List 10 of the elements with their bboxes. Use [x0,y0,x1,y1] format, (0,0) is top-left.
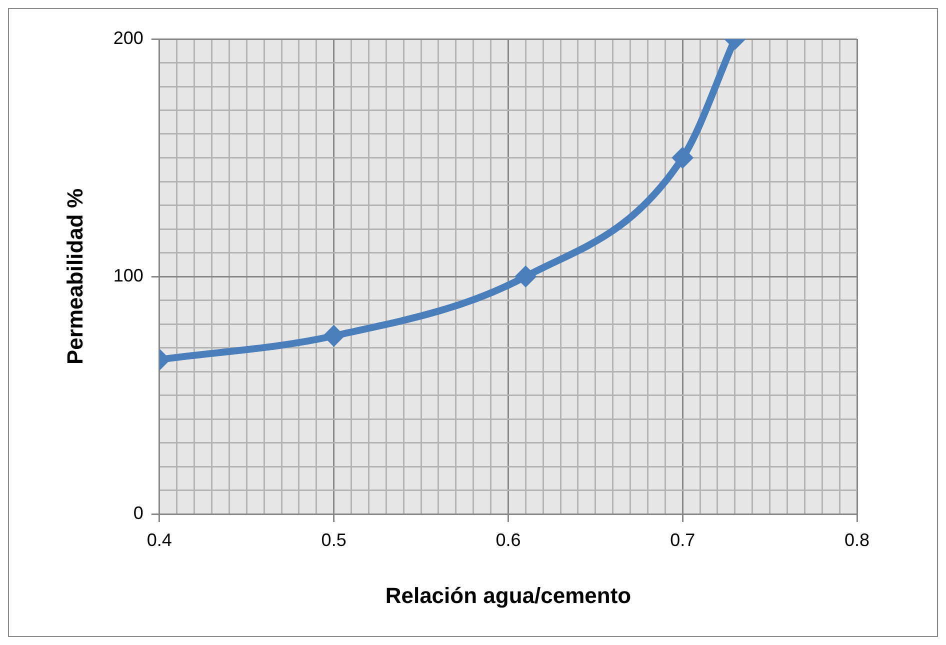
y-tick-label: 0 [133,502,144,523]
x-tick-label: 0.8 [844,530,870,550]
y-tick-label: 100 [113,265,144,286]
x-tick-label: 0.6 [496,530,521,550]
y-axis-title: Permeabilidad % [62,188,88,365]
x-tick-label: 0.7 [670,530,696,550]
y-tick-label: 200 [113,28,144,48]
x-tick-label: 0.5 [321,530,346,550]
x-axis-title: Relación agua/cemento [385,582,632,608]
x-tick-label: 0.4 [146,530,172,550]
